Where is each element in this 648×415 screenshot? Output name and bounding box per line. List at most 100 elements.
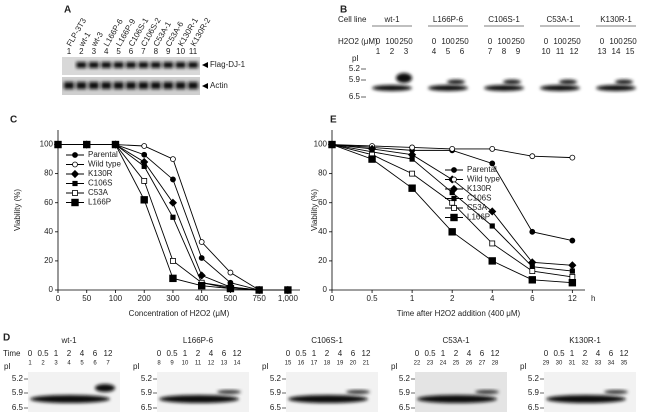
x-tick-label: 300 — [166, 294, 180, 303]
pi-mark: 5.9 — [270, 388, 282, 397]
panel-label: C — [10, 115, 17, 126]
blot-spot — [615, 79, 633, 85]
time: 4 — [209, 349, 214, 358]
marker — [489, 240, 496, 247]
lane-number: 3 — [92, 47, 97, 56]
lane-number: 6 — [460, 47, 465, 56]
blot-spot — [596, 85, 636, 91]
x-tick-label: 0 — [330, 294, 335, 303]
blot-spot — [546, 395, 626, 403]
time: 12 — [104, 349, 113, 358]
blot-band — [138, 82, 149, 89]
blot-band — [126, 62, 136, 68]
blot-band — [163, 82, 174, 89]
time: 1 — [441, 349, 446, 358]
pi-mark: 5.9 — [349, 75, 361, 84]
x-tick-label: 750 — [252, 294, 266, 303]
time: 0.5 — [166, 349, 178, 358]
marker — [198, 255, 205, 261]
row-label: H2O2 (μM) — [338, 37, 378, 46]
marker — [227, 269, 234, 276]
lane-number: 8 — [154, 47, 159, 56]
dose: 250 — [623, 37, 637, 46]
blot-band — [188, 62, 198, 68]
pi-mark: 5.9 — [528, 388, 540, 397]
dose: 100 — [385, 37, 399, 46]
legend-marker — [72, 161, 78, 168]
blot-spot — [346, 390, 370, 394]
time: 0 — [544, 349, 549, 358]
time: 12 — [233, 349, 242, 358]
blot-band — [76, 82, 87, 89]
legend-marker — [71, 198, 79, 207]
time: 0 — [286, 349, 291, 358]
lane-number: 4 — [67, 361, 71, 367]
blot-spot — [159, 395, 239, 403]
time: 0.5 — [37, 349, 49, 358]
lane-number: 30 — [556, 361, 563, 367]
y-tick-label: 100 — [314, 140, 328, 149]
lane-number: 29 — [543, 361, 550, 367]
y-tick-label: 80 — [44, 169, 53, 178]
marker — [569, 274, 576, 280]
marker — [409, 170, 416, 177]
lane-number: 26 — [466, 361, 473, 367]
y-tick-label: 20 — [44, 256, 53, 265]
lane-number: 2 — [79, 47, 84, 56]
time: 12 — [491, 349, 500, 358]
lane-number: 12 — [208, 361, 215, 367]
x-tick-label: 4 — [490, 294, 495, 303]
blot-band — [113, 82, 124, 89]
blot-spot — [95, 384, 115, 392]
group-label: K130R-1 — [569, 336, 601, 345]
lane-number: 14 — [612, 47, 621, 56]
legend-label: K130R — [88, 169, 113, 178]
blot-spot — [540, 85, 580, 91]
y-tick-label: 60 — [318, 198, 327, 207]
pi-label: pI — [133, 362, 140, 371]
legend-label: C106S — [88, 179, 112, 188]
pi-mark: 5.2 — [349, 64, 361, 73]
x-tick-label: 1 — [410, 294, 415, 303]
lane-number: 10 — [542, 47, 551, 56]
row-label: Cell line — [338, 15, 367, 24]
dose: 250 — [567, 37, 581, 46]
legend-marker — [451, 167, 457, 173]
marker — [170, 176, 176, 183]
panel-label: D — [3, 333, 10, 344]
marker — [111, 140, 120, 149]
marker — [226, 284, 235, 293]
marker — [328, 140, 336, 149]
group-label: wt-1 — [383, 15, 400, 24]
lane-number: 7 — [106, 361, 110, 367]
time: 6 — [351, 349, 356, 358]
lane-number: 11 — [556, 47, 565, 56]
marker — [449, 146, 456, 152]
lane-number: 1 — [28, 361, 32, 367]
time: 4 — [80, 349, 85, 358]
blot-spot — [217, 390, 241, 394]
group-label: C53A-1 — [442, 336, 470, 345]
blot-band — [88, 62, 99, 68]
time: 1 — [54, 349, 59, 358]
lane-number: 1 — [376, 47, 381, 56]
time: 0 — [415, 349, 420, 358]
series-line — [331, 144, 573, 284]
legend-label: Parental — [467, 165, 497, 174]
marker — [489, 160, 496, 167]
time: 4 — [467, 349, 472, 358]
pi-mark: 5.2 — [12, 374, 24, 383]
dose: 100 — [609, 37, 623, 46]
lane-number: 16 — [298, 361, 305, 367]
lane-number: 3 — [54, 361, 58, 367]
lane-number: 10 — [176, 47, 185, 56]
x-tick-label: 1,000 — [278, 294, 299, 303]
blot-band — [113, 62, 124, 68]
marker — [141, 178, 148, 184]
row-label: Time — [3, 349, 21, 358]
time: 6 — [480, 349, 485, 358]
lane-number: 14 — [234, 361, 241, 367]
lane-number: 9 — [166, 47, 171, 56]
pi-mark: 6.5 — [349, 92, 361, 101]
lane-number: 35 — [621, 361, 628, 367]
